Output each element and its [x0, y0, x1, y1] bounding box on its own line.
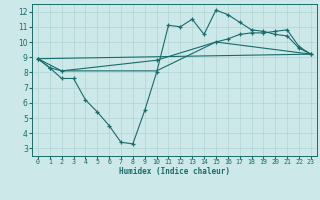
X-axis label: Humidex (Indice chaleur): Humidex (Indice chaleur) [119, 167, 230, 176]
